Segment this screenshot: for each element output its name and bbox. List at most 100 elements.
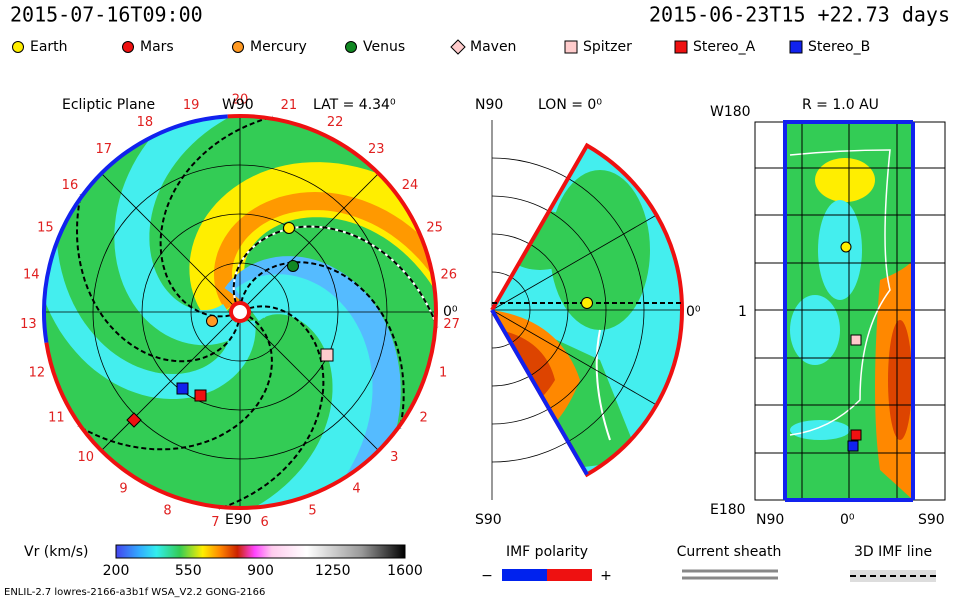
longitude-label: 27 [443,317,460,332]
legend-marker [789,40,803,54]
legend-marker [345,41,357,53]
legend-label: Mercury [250,39,307,55]
meridional-overlay [490,120,684,500]
longitude-label: 7 [211,515,219,530]
band [213,191,436,410]
longitude-label: 18 [137,115,154,130]
longitude-label: 13 [20,317,37,332]
legend-marker [674,40,688,54]
venus [287,260,299,272]
legend-marker [122,41,134,53]
radial-top: W180 [710,104,751,120]
polarity-bar [502,569,592,581]
longitude-label: 5 [308,504,316,519]
ecliptic-top: W90 [222,97,254,113]
colorbar-tick: 1600 [387,563,423,579]
radial-x-left: N90 [756,512,784,528]
radial-bottom: E180 [710,502,746,518]
boundary [44,114,438,510]
time: 2015-07-16T09:00 [10,3,203,27]
colorbar [115,544,406,559]
longitude-label: 22 [327,115,344,130]
line-title: 3D IMF line [854,544,932,560]
polarity-title: IMF polarity [506,544,588,560]
radial-x-mid: 0⁰ [840,512,855,528]
legend-label: Earth [30,39,68,55]
imf-line [159,115,273,318]
mars [126,412,142,428]
meridional-bottom: S90 [475,512,502,528]
colorbar-tick: 200 [103,563,130,579]
legend-label: Mars [140,39,174,55]
legend-label: Maven [470,39,516,55]
polarity-minus: − [481,568,493,584]
stereo-a [194,389,207,402]
longitude-label: 14 [23,268,40,283]
footer: ENLIL-2.7 lowres-2166-a3b1f WSA_V2.2 GON… [4,587,265,598]
longitude-label: 25 [426,221,443,236]
right-markers [840,241,862,452]
ecliptic-lat: LAT = 4.34⁰ [313,97,396,113]
ecliptic-bottom: E90 [225,512,252,528]
radial-title: R = 1.0 AU [802,97,879,113]
legend-marker [12,41,24,53]
colorbar-tick: 900 [247,563,274,579]
radial-middle: 1 [738,304,747,320]
longitude-label: 20 [232,93,249,108]
colorbar-tick: 1250 [315,563,351,579]
colorbar-label: Vr (km/s) [24,544,88,560]
ecliptic-title: Ecliptic Plane [62,97,155,113]
grid-ray [491,309,657,406]
longitude-label: 1 [439,365,447,380]
mercury [206,315,218,327]
ecliptic-overlay: 20 21222324252627123456789101112131415161… [20,93,460,531]
legend-label: Stereo_B [808,39,870,55]
longitude-label: 12 [29,365,46,380]
sheath-title: Current sheath [677,544,782,560]
right-grid [754,120,946,502]
legend: Earth Mars Mercury Venus Maven Spitzer Stereo_… [12,39,870,55]
meridional-lon: LON = 0⁰ [538,97,602,113]
boundary [42,114,228,343]
earth [581,297,593,309]
boundary [490,142,684,312]
longitude-label: 3 [390,450,398,465]
imf-line [77,315,273,451]
longitude-label: 23 [368,142,385,157]
longitude-label: 11 [48,411,65,426]
longitude-label: 26 [441,268,458,283]
longitude-label: 24 [402,178,419,193]
stereo-b [176,382,189,395]
sun [229,301,251,323]
colorbar-ticks: 200 550 900 1250 1600 [103,563,423,579]
polarity-plus: + [600,568,612,584]
band [147,274,373,508]
legend-marker [564,40,578,54]
longitude-label: 17 [95,142,112,157]
legend-label: Stereo_A [693,39,756,55]
grid-ray [491,214,657,311]
earth [283,222,295,234]
imf-line [218,305,325,510]
longitude-label: 4 [352,482,360,497]
legend-label: Spitzer [583,39,632,55]
run: 2015-06-23T15 +22.73 days [649,3,950,27]
longitude-label: 6 [260,515,268,530]
imf-line [232,225,439,328]
band [114,116,348,346]
legend-marker [450,39,466,55]
longitude-label: 19 [183,98,200,113]
imf-line [240,261,405,429]
meridional-right: 0⁰ [686,304,701,320]
colorbar-tick: 550 [175,563,202,579]
longitude-label: 21 [281,98,298,113]
longitude-label: 15 [37,221,54,236]
spitzer [320,348,334,362]
imf-line [75,194,240,363]
longitude-label: 2 [419,411,427,426]
legend-label: Venus [363,39,405,55]
longitude-label: 8 [163,504,171,519]
longitude-label: 16 [62,178,79,193]
legend-marker [232,41,244,53]
